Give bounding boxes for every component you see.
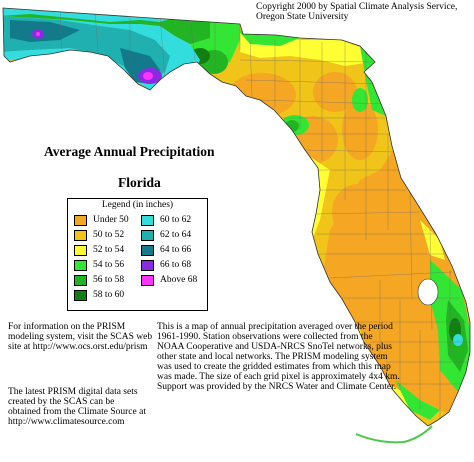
legend-item: 50 to 52	[74, 229, 124, 241]
legend-swatch	[74, 244, 87, 256]
legend-swatch	[74, 229, 87, 241]
legend-swatch	[74, 274, 87, 286]
legend-swatch	[141, 214, 154, 226]
map-subtitle: Florida	[118, 175, 161, 190]
data-sets-info-text: The latest PRISM digital data sets creat…	[8, 387, 146, 427]
legend-label: 64 to 66	[160, 245, 192, 255]
map-title: Average Annual Precipitation	[44, 144, 215, 159]
legend-title: Legend (in inches)	[101, 200, 174, 210]
legend-label: 56 to 58	[93, 275, 125, 285]
legend-item: Under 50	[74, 214, 129, 226]
legend-label: 62 to 64	[160, 230, 192, 240]
legend-swatch	[74, 289, 87, 301]
legend-item: 56 to 58	[74, 274, 124, 286]
legend-item: 66 to 68	[141, 259, 191, 271]
legend-label: 52 to 54	[93, 245, 125, 255]
legend-swatch	[74, 259, 87, 271]
legend-item: Above 68	[141, 274, 197, 286]
legend-label: Above 68	[160, 275, 198, 285]
copyright-text: Copyright 2000 by Spatial Climate Analys…	[256, 2, 458, 22]
legend-label: 58 to 60	[93, 290, 125, 300]
legend-item: 64 to 66	[141, 244, 191, 256]
map-description-text: This is a map of annual precipitation av…	[157, 322, 400, 392]
legend-item: 52 to 54	[74, 244, 124, 256]
legend-label: 54 to 56	[93, 260, 125, 270]
legend-swatch	[74, 214, 87, 226]
legend-label: 50 to 52	[93, 230, 125, 240]
prism-info-text: For information on the PRISM modeling sy…	[8, 322, 153, 352]
legend: Legend (in inches) Under 50 50 to 52 52 …	[67, 198, 208, 311]
legend-swatch	[141, 274, 154, 286]
legend-item: 58 to 60	[74, 289, 124, 301]
legend-item: 62 to 64	[141, 229, 191, 241]
legend-item: 54 to 56	[74, 259, 124, 271]
legend-item: 60 to 62	[141, 214, 191, 226]
legend-label: 66 to 68	[160, 260, 192, 270]
legend-label: 60 to 62	[160, 215, 192, 225]
legend-swatch	[141, 259, 154, 271]
legend-swatch	[141, 244, 154, 256]
legend-label: Under 50	[93, 215, 129, 225]
legend-swatch	[141, 229, 154, 241]
